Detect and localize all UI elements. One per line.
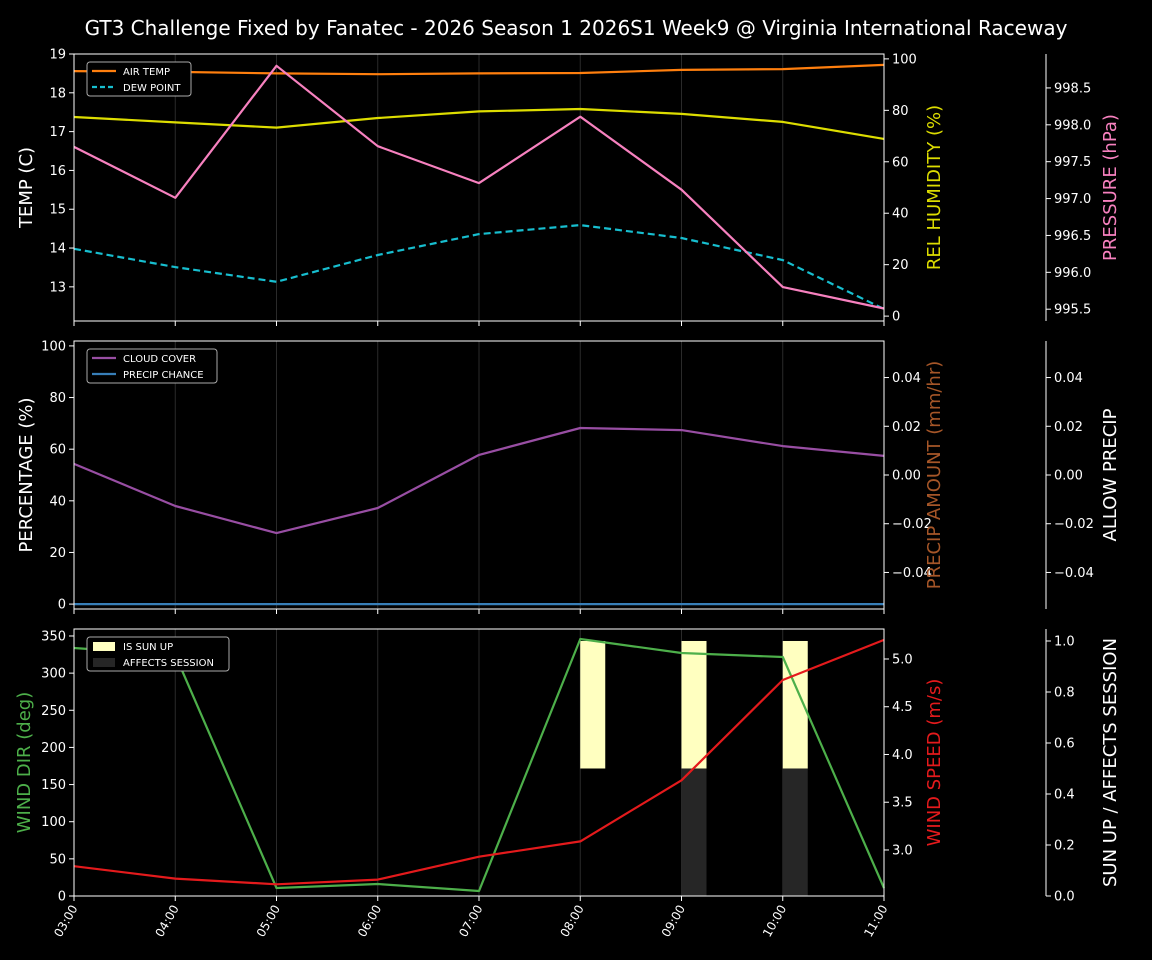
right-tick-label: 0.04 xyxy=(892,371,921,386)
left-axis-label: TEMP (C) xyxy=(16,147,37,229)
left-tick-label: 350 xyxy=(41,629,66,644)
affects-session-bar xyxy=(681,768,707,896)
left-axis-label: PERCENTAGE (%) xyxy=(16,397,37,552)
left-tick-label: 150 xyxy=(41,778,66,793)
right2-tick-label: 0.0 xyxy=(1054,890,1075,905)
sun-up-bar xyxy=(681,640,707,769)
panel-1: 13 14 15 16 17 18 19 TEMP (C) 0 20 40 60 80 100 REL HU… xyxy=(16,48,1121,326)
legend: CLOUD COVER PRECIP CHANCE xyxy=(86,348,218,384)
legend-swatch xyxy=(93,658,115,667)
right2-axis-label: SUN UP / AFFECTS SESSION xyxy=(1100,638,1121,887)
left-tick-label: 60 xyxy=(49,443,66,458)
right2-tick-label: 0.4 xyxy=(1054,787,1075,802)
right2-tick-label: 0.00 xyxy=(1054,469,1083,484)
legend-label: PRECIP CHANCE xyxy=(123,370,204,381)
left-tick-label: 100 xyxy=(41,815,66,830)
left-tick-label: 18 xyxy=(49,86,66,101)
right2-tick-label: 998.5 xyxy=(1054,81,1091,96)
right-tick-label: 3.0 xyxy=(892,843,913,858)
affects-session-bar xyxy=(782,768,808,896)
right2-tick-label: 0.8 xyxy=(1054,685,1075,700)
right-tick-label: 5.0 xyxy=(892,652,913,667)
left-tick-label: 20 xyxy=(49,546,66,561)
right-tick-label: 0.00 xyxy=(892,469,921,484)
right-axis-label: REL HUMIDITY (%) xyxy=(924,105,945,270)
legend-label: CLOUD COVER xyxy=(123,354,196,365)
left-tick-label: 13 xyxy=(49,280,66,295)
right-tick-label: 0.02 xyxy=(892,420,921,435)
left-tick-label: 200 xyxy=(41,741,66,756)
legend-box xyxy=(86,636,230,672)
right-tick-label: −0.04 xyxy=(892,566,932,581)
left-tick-label: 0 xyxy=(58,598,66,613)
left-axis-label: WIND DIR (deg) xyxy=(14,692,35,834)
right-axis-label: WIND SPEED (m/s) xyxy=(924,679,945,847)
right-tick-label: 60 xyxy=(892,155,909,170)
right-tick-label: 40 xyxy=(892,207,909,222)
right2-tick-label: 0.2 xyxy=(1054,838,1075,853)
series-line-air-temp xyxy=(73,63,885,76)
left-tick-label: 16 xyxy=(49,164,66,179)
left-tick-label: 40 xyxy=(49,494,66,509)
left-tick-label: 0 xyxy=(58,890,66,905)
legend-label: IS SUN UP xyxy=(123,642,173,653)
right-axis-label: PRECIP AMOUNT (mm/hr) xyxy=(924,361,945,590)
right2-tick-label: 0.04 xyxy=(1054,371,1083,386)
legend-box xyxy=(86,348,218,384)
right2-tick-label: 997.5 xyxy=(1054,155,1091,170)
left-tick-label: 250 xyxy=(41,704,66,719)
legend-label: AFFECTS SESSION xyxy=(123,658,214,669)
series-line-right2 xyxy=(73,64,885,310)
series-line-right xyxy=(73,638,885,886)
right2-axis-label: PRESSURE (hPa) xyxy=(1100,114,1121,261)
left-tick-label: 300 xyxy=(41,667,66,682)
right2-tick-label: 1.0 xyxy=(1054,634,1075,649)
right2-axis-label: ALLOW PRECIP xyxy=(1100,408,1121,541)
series-line-cloud-cover xyxy=(73,426,885,535)
series-line-right xyxy=(73,107,885,140)
right2-tick-label: 0.02 xyxy=(1054,420,1083,435)
panel-2: 0 20 40 60 80 100 PERCENTAGE (%) −0.04 −0.02 0.00… xyxy=(16,339,1121,614)
right2-tick-label: 996.5 xyxy=(1054,229,1091,244)
right2-tick-label: 998.0 xyxy=(1054,118,1091,133)
left-tick-label: 14 xyxy=(49,242,66,257)
left-tick-label: 17 xyxy=(49,125,66,140)
right-tick-label: 20 xyxy=(892,258,909,273)
right-tick-label: 4.5 xyxy=(892,700,913,715)
left-tick-label: 19 xyxy=(49,48,66,63)
legend: IS SUN UP AFFECTS SESSION xyxy=(86,636,230,672)
left-tick-label: 15 xyxy=(49,203,66,218)
right-tick-label: 0 xyxy=(892,310,900,325)
sun-up-bar xyxy=(580,640,606,769)
left-tick-label: 80 xyxy=(49,391,66,406)
right2-tick-label: 996.0 xyxy=(1054,266,1091,281)
right2-tick-label: 0.6 xyxy=(1054,736,1075,751)
right-tick-label: −0.02 xyxy=(892,517,932,532)
right-tick-label: 80 xyxy=(892,104,909,119)
chart-title: GT3 Challenge Fixed by Fanatec - 2026 Se… xyxy=(85,16,1068,40)
right-tick-label: 3.5 xyxy=(892,796,913,811)
right-tick-label: 4.0 xyxy=(892,748,913,763)
legend-label: DEW POINT xyxy=(123,83,181,94)
right-tick-label: 100 xyxy=(892,52,917,67)
series-line-dew-point xyxy=(73,224,885,310)
left-tick-label: 50 xyxy=(49,852,66,867)
left-tick-label: 100 xyxy=(41,339,66,354)
legend-swatch xyxy=(93,642,115,651)
right2-tick-label: −0.04 xyxy=(1054,566,1094,581)
series-line-left xyxy=(73,637,886,893)
right2-tick-label: −0.02 xyxy=(1054,517,1094,532)
legend: AIR TEMP DEW POINT xyxy=(86,61,192,97)
legend-label: AIR TEMP xyxy=(123,67,170,78)
right2-tick-label: 995.5 xyxy=(1054,303,1091,318)
right2-tick-label: 997.0 xyxy=(1054,192,1091,207)
